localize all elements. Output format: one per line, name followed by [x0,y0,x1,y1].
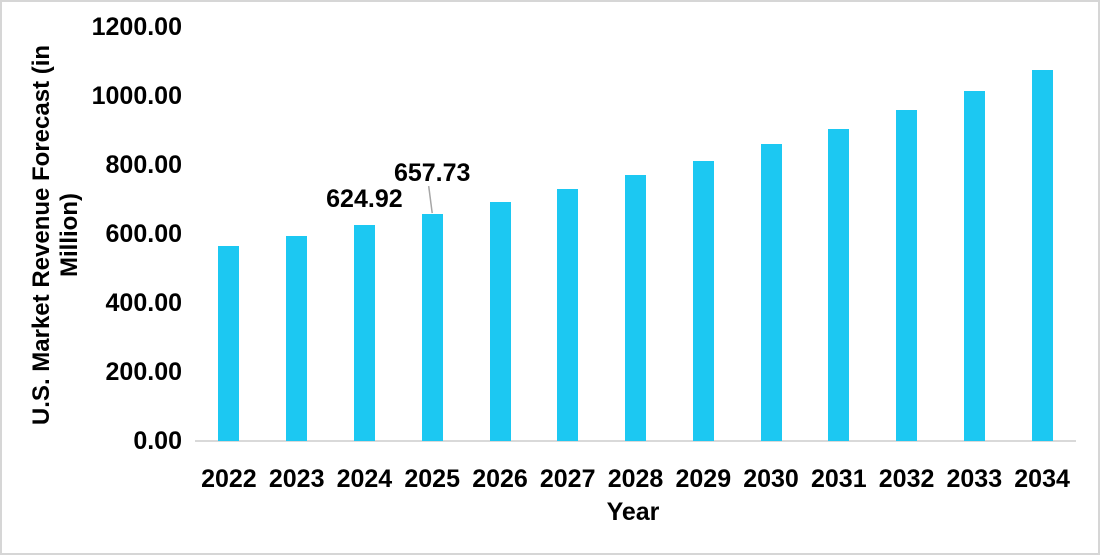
data-label-2025: 657.73 [393,159,471,188]
bar-2031 [828,128,850,441]
bar-2025 [421,214,443,441]
bar-2032 [896,109,918,441]
y-tick-label-0: 0.00 [133,427,182,455]
x-tick-label-2034: 2034 [1014,465,1070,493]
x-tick-label-2032: 2032 [878,465,935,493]
x-tick-label-2033: 2033 [946,465,1003,493]
x-tick-label-2025: 2025 [404,465,460,493]
y-tick-label-400: 400.00 [105,289,182,317]
x-tick-label-2023: 2023 [268,465,325,493]
bar-2030 [760,144,782,441]
bar-2033 [963,90,985,441]
bar-2022 [218,246,240,441]
y-tick-label-600: 600.00 [105,220,182,248]
bar-2027 [557,188,579,441]
bar-2026 [489,202,511,441]
y-tick-label-1200: 1200.00 [91,13,182,41]
x-tick-label-2022: 2022 [201,465,257,493]
bar-2029 [692,160,714,441]
y-tick-label-200: 200.00 [105,358,182,386]
bar-2034 [1031,69,1053,441]
x-tick-label-2024: 2024 [336,465,393,493]
y-tick-label-1000: 1000.00 [91,82,182,110]
x-tick-label-2029: 2029 [675,465,732,493]
x-tick-label-2031: 2031 [810,465,867,493]
bar-2024 [353,225,375,441]
x-tick-label-2028: 2028 [607,465,664,493]
x-tick-label-2026: 2026 [472,465,528,493]
bar-2028 [625,175,646,441]
x-axis-title: Year [606,498,660,526]
y-tick-label-800: 800.00 [105,151,182,179]
x-tick-label-2030: 2030 [743,465,799,493]
data-label-2024: 624.92 [326,185,403,214]
bar-2023 [286,236,308,441]
x-axis-line [195,440,1076,442]
x-tick-label-2027: 2027 [539,465,596,493]
